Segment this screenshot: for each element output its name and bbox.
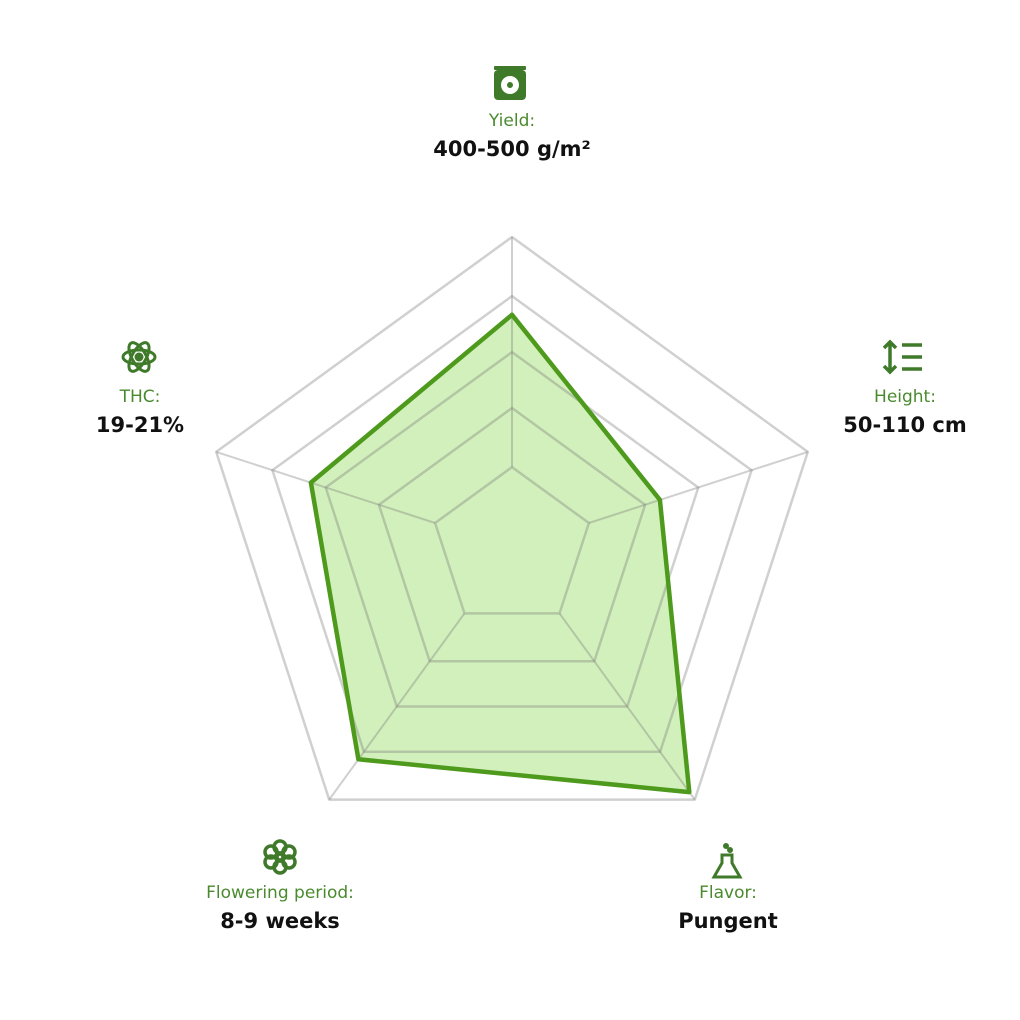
data-point bbox=[657, 497, 662, 502]
data-point bbox=[687, 790, 692, 795]
axis-value: 400-500 g/m² bbox=[433, 137, 590, 161]
spoke bbox=[215, 450, 436, 524]
axis-value: 19-21% bbox=[96, 413, 184, 437]
data-outline bbox=[308, 312, 692, 795]
grid-ring bbox=[377, 406, 647, 663]
grid-ring bbox=[324, 350, 700, 708]
grid-ring bbox=[214, 235, 810, 801]
axis-value: 50-110 cm bbox=[843, 413, 966, 437]
spoke bbox=[588, 450, 809, 524]
icon-yield bbox=[494, 66, 526, 100]
axis-label: Flavor: bbox=[699, 883, 757, 903]
spoke bbox=[558, 612, 696, 801]
axis-label: Height: bbox=[874, 387, 936, 407]
icon-thc bbox=[121, 341, 157, 373]
grid-ring bbox=[271, 294, 753, 754]
icon-height bbox=[882, 339, 922, 375]
grid-ring bbox=[433, 465, 591, 615]
data-area bbox=[310, 314, 690, 793]
data-point bbox=[510, 312, 514, 317]
spoke bbox=[328, 612, 466, 801]
axis-value: Pungent bbox=[678, 909, 778, 933]
data-point bbox=[356, 757, 361, 762]
axis-value: 8-9 weeks bbox=[220, 909, 340, 933]
icon-flavor bbox=[711, 843, 743, 879]
axis-label: Flowering period: bbox=[206, 883, 354, 903]
axis-label: Yield: bbox=[488, 111, 535, 131]
axis-label: THC: bbox=[119, 387, 161, 407]
data-point bbox=[308, 480, 313, 485]
icon-flowering bbox=[263, 839, 297, 875]
